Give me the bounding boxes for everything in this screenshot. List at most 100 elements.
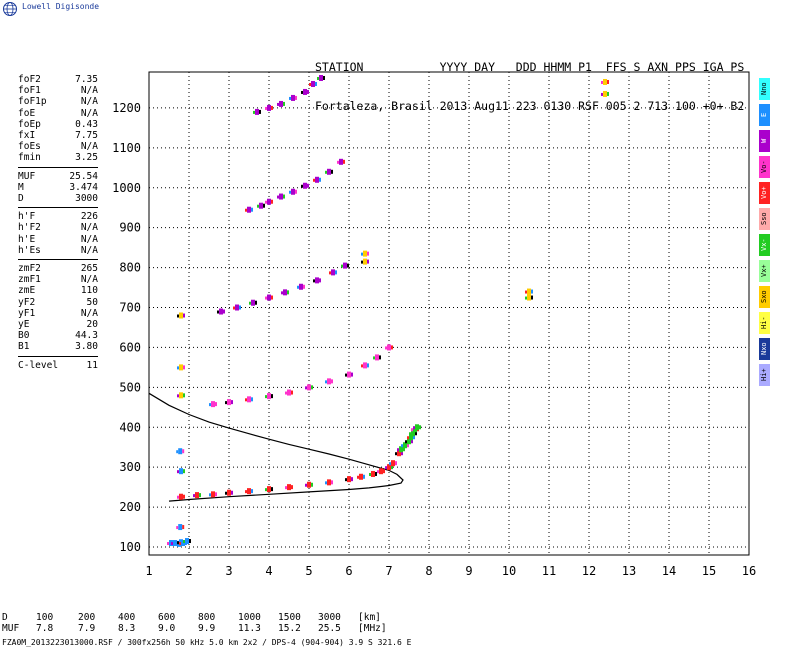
echo-point <box>215 492 217 497</box>
y-tick-label: 300 <box>119 460 141 474</box>
station-header: STATION YYYY DAY DDD HHMM P1 FFS S AXN P… <box>315 35 744 126</box>
legend-item: W <box>759 130 770 152</box>
echo-point <box>267 486 271 493</box>
echo-point <box>177 495 179 499</box>
muf-table-cell: 100 <box>36 612 54 623</box>
echo-point <box>329 271 331 275</box>
echo-point <box>413 435 415 440</box>
param-value: 0.43 <box>75 118 98 130</box>
echo-point <box>179 364 183 371</box>
param-row: MUF 25.54 <box>18 171 98 182</box>
param-label: h'F2 <box>18 222 41 234</box>
echo-point <box>347 263 349 268</box>
legend-item: Nno <box>759 78 770 100</box>
echo-point <box>209 403 211 407</box>
param-row: zmF2 265 <box>18 263 98 274</box>
param-row: M 3.474 <box>18 182 98 193</box>
x-tick-label: 9 <box>465 564 472 578</box>
muf-table-cell: 11.3 <box>238 622 261 634</box>
echo-point <box>265 296 267 300</box>
param-label: yF2 <box>18 296 36 308</box>
echo-point <box>271 295 273 300</box>
muf-table-row-label: MUF <box>2 622 20 634</box>
echo-point <box>319 177 321 182</box>
echo-point <box>179 493 183 500</box>
echo-point <box>291 390 293 395</box>
echo-point <box>247 488 251 495</box>
echo-point <box>167 542 169 546</box>
echo-point <box>361 260 363 264</box>
echo-point <box>407 443 409 448</box>
echo-point <box>531 295 533 300</box>
param-row: fxI 7.75 <box>18 130 98 141</box>
echo-point <box>235 304 239 311</box>
param-value: 3000 <box>75 193 98 205</box>
legend-item: Vo+ <box>759 182 770 204</box>
echo-point <box>265 488 267 492</box>
echo-point <box>225 491 227 495</box>
echo-point <box>279 100 283 107</box>
param-label: foE <box>18 107 36 119</box>
echo-point <box>178 524 183 531</box>
logo-text: Lowell Digisonde <box>22 2 100 11</box>
echo-point <box>603 90 607 97</box>
echo-point <box>291 188 295 195</box>
y-tick-label: 100 <box>119 540 141 554</box>
legend-item: Sxo <box>759 286 770 308</box>
echo-point <box>182 525 185 530</box>
param-value: 44.3 <box>75 330 98 342</box>
muf-table-cell: 8.3 <box>118 622 136 634</box>
muf-table-cell: 25.5 <box>318 622 341 634</box>
echo-point <box>245 208 247 212</box>
echo-point <box>227 399 231 406</box>
echo-point <box>277 102 279 106</box>
echo-point <box>369 472 371 476</box>
legend-panel: Nno E W Vo- Vo+ Sso Vx- Vx+ Sxo Hi- Nxo Hi+ <box>759 78 771 390</box>
echo-point <box>363 474 365 479</box>
param-separator <box>18 207 98 209</box>
echo-point <box>211 491 215 498</box>
y-tick-label: 700 <box>119 301 141 315</box>
param-separator <box>18 166 98 168</box>
echo-point <box>251 299 255 306</box>
echo-point <box>331 480 333 485</box>
echo-point <box>281 291 283 295</box>
param-value: 3.80 <box>75 341 98 353</box>
echo-point <box>407 436 409 440</box>
param-value: 265 <box>80 263 98 275</box>
echo-point <box>265 395 267 399</box>
param-value: N/A <box>80 222 98 234</box>
echo-point <box>259 202 263 209</box>
echo-point <box>331 169 333 174</box>
echo-point <box>253 110 255 114</box>
echo-point <box>411 428 413 432</box>
param-value: N/A <box>80 307 98 319</box>
echo-point <box>315 277 319 284</box>
echo-point <box>219 308 223 315</box>
muf-table-cell: 400 <box>118 612 136 623</box>
echo-point <box>311 482 313 487</box>
echo-point <box>287 484 291 491</box>
muf-table-cell: 9.0 <box>158 622 176 634</box>
echo-point <box>195 492 199 499</box>
y-tick-label: 1100 <box>112 141 141 155</box>
echo-point <box>267 393 271 400</box>
echo-point <box>315 176 319 183</box>
x-tick-label: 4 <box>265 564 272 578</box>
echo-point <box>255 108 259 115</box>
param-label: foEp <box>18 118 41 130</box>
echo-point <box>299 283 303 290</box>
echo-point <box>267 198 271 205</box>
echo-point <box>401 444 403 448</box>
param-value: N/A <box>80 141 98 153</box>
echo-point <box>179 468 183 475</box>
echo-point <box>289 190 291 194</box>
echo-point <box>283 289 287 296</box>
echo-point <box>311 385 313 390</box>
header-line-2: Fortaleza, Brasil 2013 Aug11 223 0130 RS… <box>315 99 745 113</box>
echo-point <box>325 481 327 485</box>
echo-point <box>403 447 405 452</box>
echo-point <box>367 251 369 256</box>
muf-table-cell: 15.2 <box>278 622 301 634</box>
y-tick-label: 1000 <box>112 181 141 195</box>
